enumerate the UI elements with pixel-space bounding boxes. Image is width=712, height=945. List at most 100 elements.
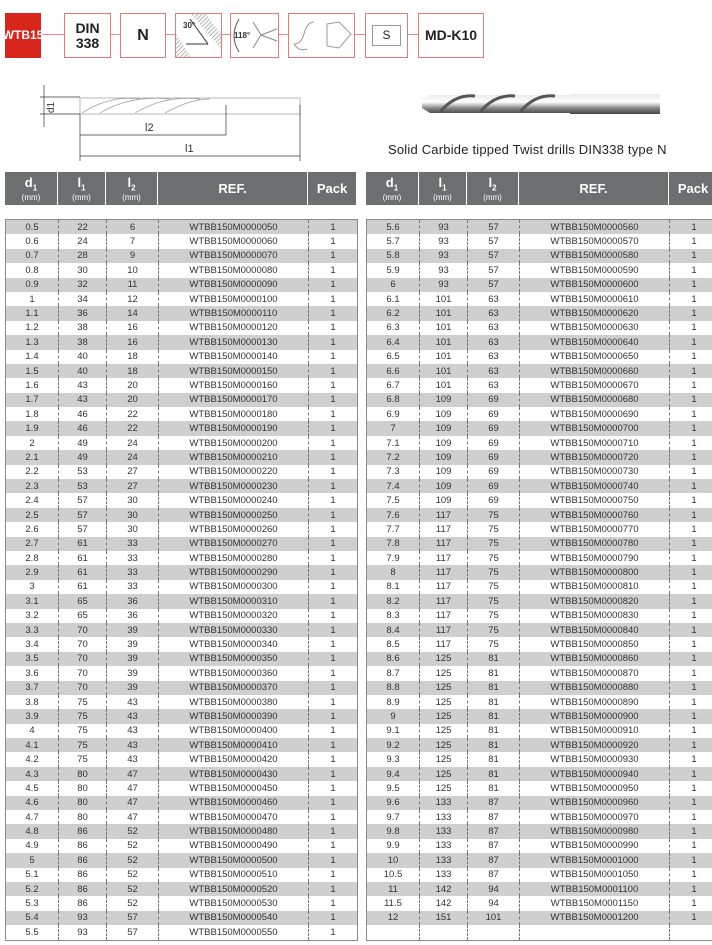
- cell-ref: WTBB150M0000300: [159, 579, 309, 595]
- cell-d1: 2.2: [6, 464, 59, 480]
- cell-pack: 1: [691, 351, 697, 363]
- table-row: 4.2 75 43 WTBB150M0000420 1: [6, 752, 357, 767]
- table-row: 9.5 125 81 WTBB150M0000950 1: [367, 781, 712, 796]
- cell-pack: 1: [330, 466, 336, 478]
- cell-pack: 1: [330, 725, 336, 737]
- cell-l2: 52: [107, 896, 159, 911]
- cell-d1: 5.5: [6, 925, 59, 940]
- cell-l2: 81: [468, 766, 520, 782]
- cell-pack: 1: [691, 423, 697, 435]
- cell-l2: 57: [468, 248, 520, 264]
- cell-l1: 86: [59, 824, 107, 839]
- cell-ref: WTBB150M0001200: [520, 910, 670, 926]
- cell-l2: 63: [468, 363, 520, 379]
- cell-ref: WTBB150M0000970: [520, 810, 670, 825]
- column-unit: (mm): [122, 192, 141, 202]
- table-row: 6.6 101 63 WTBB150M0000660 1: [367, 363, 712, 379]
- cell-d1: 3.3: [6, 622, 59, 638]
- cell-ref: WTBB150M0000200: [159, 435, 309, 451]
- cell-ref: WTBB150M0000460: [159, 795, 309, 811]
- cell-pack: 1: [330, 264, 336, 276]
- cell-ref: WTBB150M0000510: [159, 867, 309, 882]
- cell-l2: 16: [107, 335, 159, 350]
- cell-l1: 70: [59, 651, 107, 667]
- cell-d1: 2.5: [6, 507, 59, 523]
- cell-l1: 109: [420, 407, 468, 422]
- cell-d1: 6.6: [367, 363, 420, 379]
- column-subscript: 2: [492, 183, 497, 193]
- standard-badge: DIN 338: [64, 13, 111, 58]
- cell-pack: 1: [330, 538, 336, 550]
- column-label: REF.: [218, 181, 247, 196]
- cell-l2: 69: [468, 435, 520, 451]
- cell-l2: 63: [468, 306, 520, 321]
- cell-l1: 70: [59, 637, 107, 652]
- cell-pack: 1: [330, 423, 336, 435]
- cell-d1: 1.2: [6, 320, 59, 336]
- table-row: 6.3 101 63 WTBB150M0000630 1: [367, 320, 712, 336]
- table-row: 2.8 61 33 WTBB150M0000280 1: [6, 550, 357, 566]
- cell-l2: 30: [107, 493, 159, 508]
- cell-d1: 6.5: [367, 349, 420, 364]
- cell-l1: 86: [59, 853, 107, 868]
- column-label: REF.: [579, 181, 608, 196]
- cell-ref: WTBB150M0000450: [159, 781, 309, 796]
- table-row: 3.3 70 39 WTBB150M0000330 1: [6, 622, 357, 638]
- cell-d1: 4.2: [6, 752, 59, 767]
- cell-ref: WTBB150M0000210: [159, 450, 309, 465]
- cell-d1: [367, 925, 420, 940]
- cell-l1: 86: [59, 896, 107, 911]
- cell-d1: 4.1: [6, 738, 59, 753]
- cell-d1: 9: [367, 709, 420, 724]
- cell-d1: 1.1: [6, 306, 59, 321]
- column-symbol: l1: [77, 175, 85, 193]
- column-header-l2: l2 (mm): [106, 172, 158, 205]
- cell-pack: 1: [330, 869, 336, 881]
- cell-d1: 4.7: [6, 810, 59, 825]
- column-label: l: [77, 175, 82, 191]
- cell-d1: 7.3: [367, 464, 420, 480]
- cell-ref: WTBB150M0000050: [159, 220, 309, 235]
- cell-pack: 1: [330, 854, 336, 866]
- cell-l1: 86: [59, 838, 107, 854]
- cell-ref: WTBB150M0000220: [159, 464, 309, 480]
- cell-l2: 69: [468, 450, 520, 465]
- cell-l2: [468, 925, 520, 940]
- cell-ref: WTBB150M0000500: [159, 853, 309, 868]
- cell-l1: 80: [59, 810, 107, 825]
- cell-ref: WTBB150M0000990: [520, 838, 670, 854]
- material-badge: MD-K10: [418, 13, 484, 58]
- cell-d1: 1.3: [6, 335, 59, 350]
- table-row: 6.8 109 69 WTBB150M0000680 1: [367, 392, 712, 408]
- cell-pack: 1: [330, 351, 336, 363]
- column-label: d: [385, 175, 394, 191]
- column-unit: (mm): [433, 192, 452, 202]
- table-row: 5.7 93 57 WTBB150M0000570 1: [367, 234, 712, 249]
- l1-label: l1: [185, 143, 194, 155]
- cell-pack: 1: [691, 509, 697, 521]
- table-row: 1.3 38 16 WTBB150M0000130 1: [6, 335, 357, 350]
- table-row: 8.6 125 81 WTBB150M0000860 1: [367, 651, 712, 667]
- cell-l1: 133: [420, 810, 468, 825]
- cell-l1: 133: [420, 795, 468, 811]
- cell-pack: 1: [330, 710, 336, 722]
- cell-d1: 6.3: [367, 320, 420, 336]
- table-row: 2.9 61 33 WTBB150M0000290 1: [6, 565, 357, 580]
- cell-l1: 61: [59, 536, 107, 551]
- table-row: 7.9 117 75 WTBB150M0000790 1: [367, 550, 712, 566]
- cell-pack: 1: [691, 768, 697, 780]
- cell-l2: 39: [107, 637, 159, 652]
- cell-pack: 1: [330, 667, 336, 679]
- cell-pack: 1: [330, 451, 336, 463]
- column-header-d1: d1 (mm): [5, 172, 58, 205]
- cell-l1: 109: [420, 392, 468, 408]
- cell-ref: WTBB150M0000840: [520, 622, 670, 638]
- column-unit: (mm): [483, 192, 502, 202]
- cell-d1: 4.6: [6, 795, 59, 811]
- cell-d1: 4.8: [6, 824, 59, 839]
- column-symbol: d1: [25, 175, 37, 193]
- cell-l1: 75: [59, 709, 107, 724]
- cell-d1: 8.8: [367, 680, 420, 695]
- cell-ref: WTBB150M0000580: [520, 248, 670, 264]
- cell-ref: WTBB150M0000170: [159, 392, 309, 408]
